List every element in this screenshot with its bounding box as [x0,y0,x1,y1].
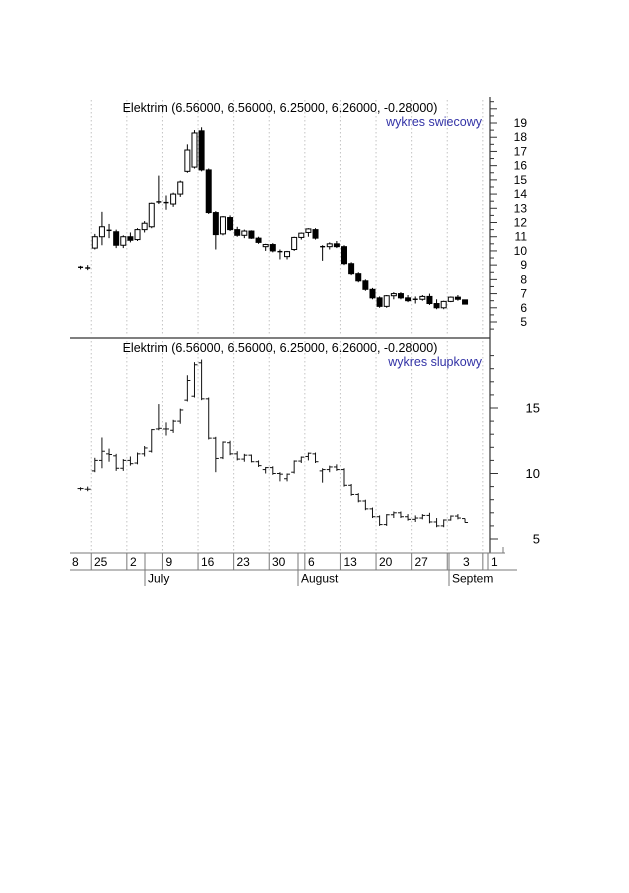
price-tick-label: 16 [514,159,528,173]
price-tick-label: 9 [520,258,527,272]
price-tick-label: 13 [514,201,528,215]
bar-chart-title: Elektrim (6.56000, 6.56000, 6.25000, 6.2… [122,341,438,355]
date-tick-label: 30 [272,555,286,569]
price-tick-label: 6 [520,301,527,315]
month-label: August [301,572,339,586]
date-axis: 8 25 2 9 16 23 30 6 13 20 27 3 1 July August Septem [70,547,517,586]
date-tick-label: 20 [379,555,393,569]
date-tick-label: 13 [344,555,358,569]
date-tick-label: 1 [491,555,498,569]
candlestick-chart [78,127,469,310]
price-tick-label: 12 [514,216,528,230]
candlestick-chart-title: Elektrim (6.56000, 6.56000, 6.25000, 6.2… [122,101,438,115]
date-tick-label: 9 [166,555,173,569]
date-tick-label: 8 [72,555,79,569]
price-tick-label: 5 [520,315,527,329]
price-tick-label: 11 [515,230,528,244]
date-tick-label: 25 [94,555,108,569]
price-tick-label: 10 [514,244,528,258]
price-tick-label: 10 [526,466,540,481]
price-tick-label: 7 [520,287,527,301]
price-tick-label: 5 [533,532,540,547]
date-tick-label: 23 [237,555,251,569]
weekly-gridlines [90,100,484,551]
price-tick-label: 18 [514,130,528,144]
price-tick-label: 17 [514,144,528,158]
price-tick-label: 19 [514,116,528,130]
price-tick-label: 8 [520,272,527,286]
price-tick-label: 15 [514,173,528,187]
candlestick-chart-type-label: wykres swiecowy [386,115,482,129]
date-tick-label: 6 [308,555,315,569]
bar-chart-type-label: wykres slupkowy [388,355,482,369]
ohlc-bar-chart [77,359,469,528]
price-tick-label: 14 [514,187,528,201]
date-tick-label: 2 [130,555,137,569]
date-tick-label: 16 [201,555,215,569]
date-tick-label: 27 [415,555,429,569]
date-tick-label: 3 [463,555,470,569]
month-label: Septem [452,572,493,586]
price-tick-label: 15 [526,401,540,416]
month-label: July [148,572,169,586]
